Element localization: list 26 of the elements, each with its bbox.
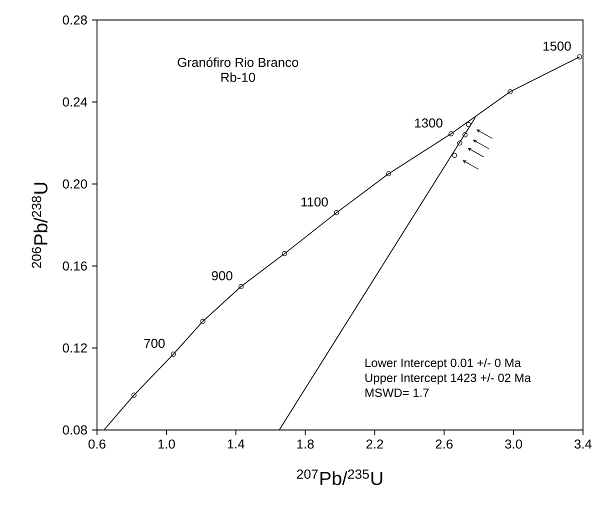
annotation: 700 <box>144 338 165 348</box>
y-tick-label: 0.08 <box>62 425 87 435</box>
text: Rb-10 <box>221 72 256 82</box>
annotation: 1500 <box>544 42 571 51</box>
annotation: Lower Intercept 0.01 +/- 0 Ma <box>365 358 521 370</box>
text: Granófiro Rio Branco <box>178 57 298 67</box>
y-tick-label: 0.12 <box>62 343 87 353</box>
annotation: Upper Intercept 1423 +/- 02 Ma <box>365 373 531 384</box>
annotation: MSWD= 1.7 <box>365 388 429 397</box>
annotation: 1300 <box>415 118 442 128</box>
y-tick-label: 0.16 <box>62 261 87 271</box>
x-tick-label: 2.2 <box>366 439 384 449</box>
x-tick-label: 3.0 <box>505 439 522 449</box>
y-tick-label: 0.20 <box>62 179 87 189</box>
x-tick-label: 1.8 <box>297 439 314 449</box>
x-tick-label: 1.4 <box>228 440 244 448</box>
y-tick-label: 0.28 <box>62 15 87 25</box>
annotation: 1100 <box>301 197 328 207</box>
x-tick-label: 2.6 <box>436 439 453 449</box>
annotation: 900 <box>212 271 232 280</box>
x-tick-label: 3.4 <box>574 439 592 449</box>
x-axis-title: $^{207}$Pb/$^{235}$U <box>297 469 382 486</box>
y-tick-label: 0.24 <box>62 97 88 107</box>
x-tick-label: 0.6 <box>88 439 106 449</box>
x-tick-label: 1.0 <box>158 439 175 449</box>
y-axis-title: $^{206}$Pb/$^{238}$U <box>32 182 48 268</box>
